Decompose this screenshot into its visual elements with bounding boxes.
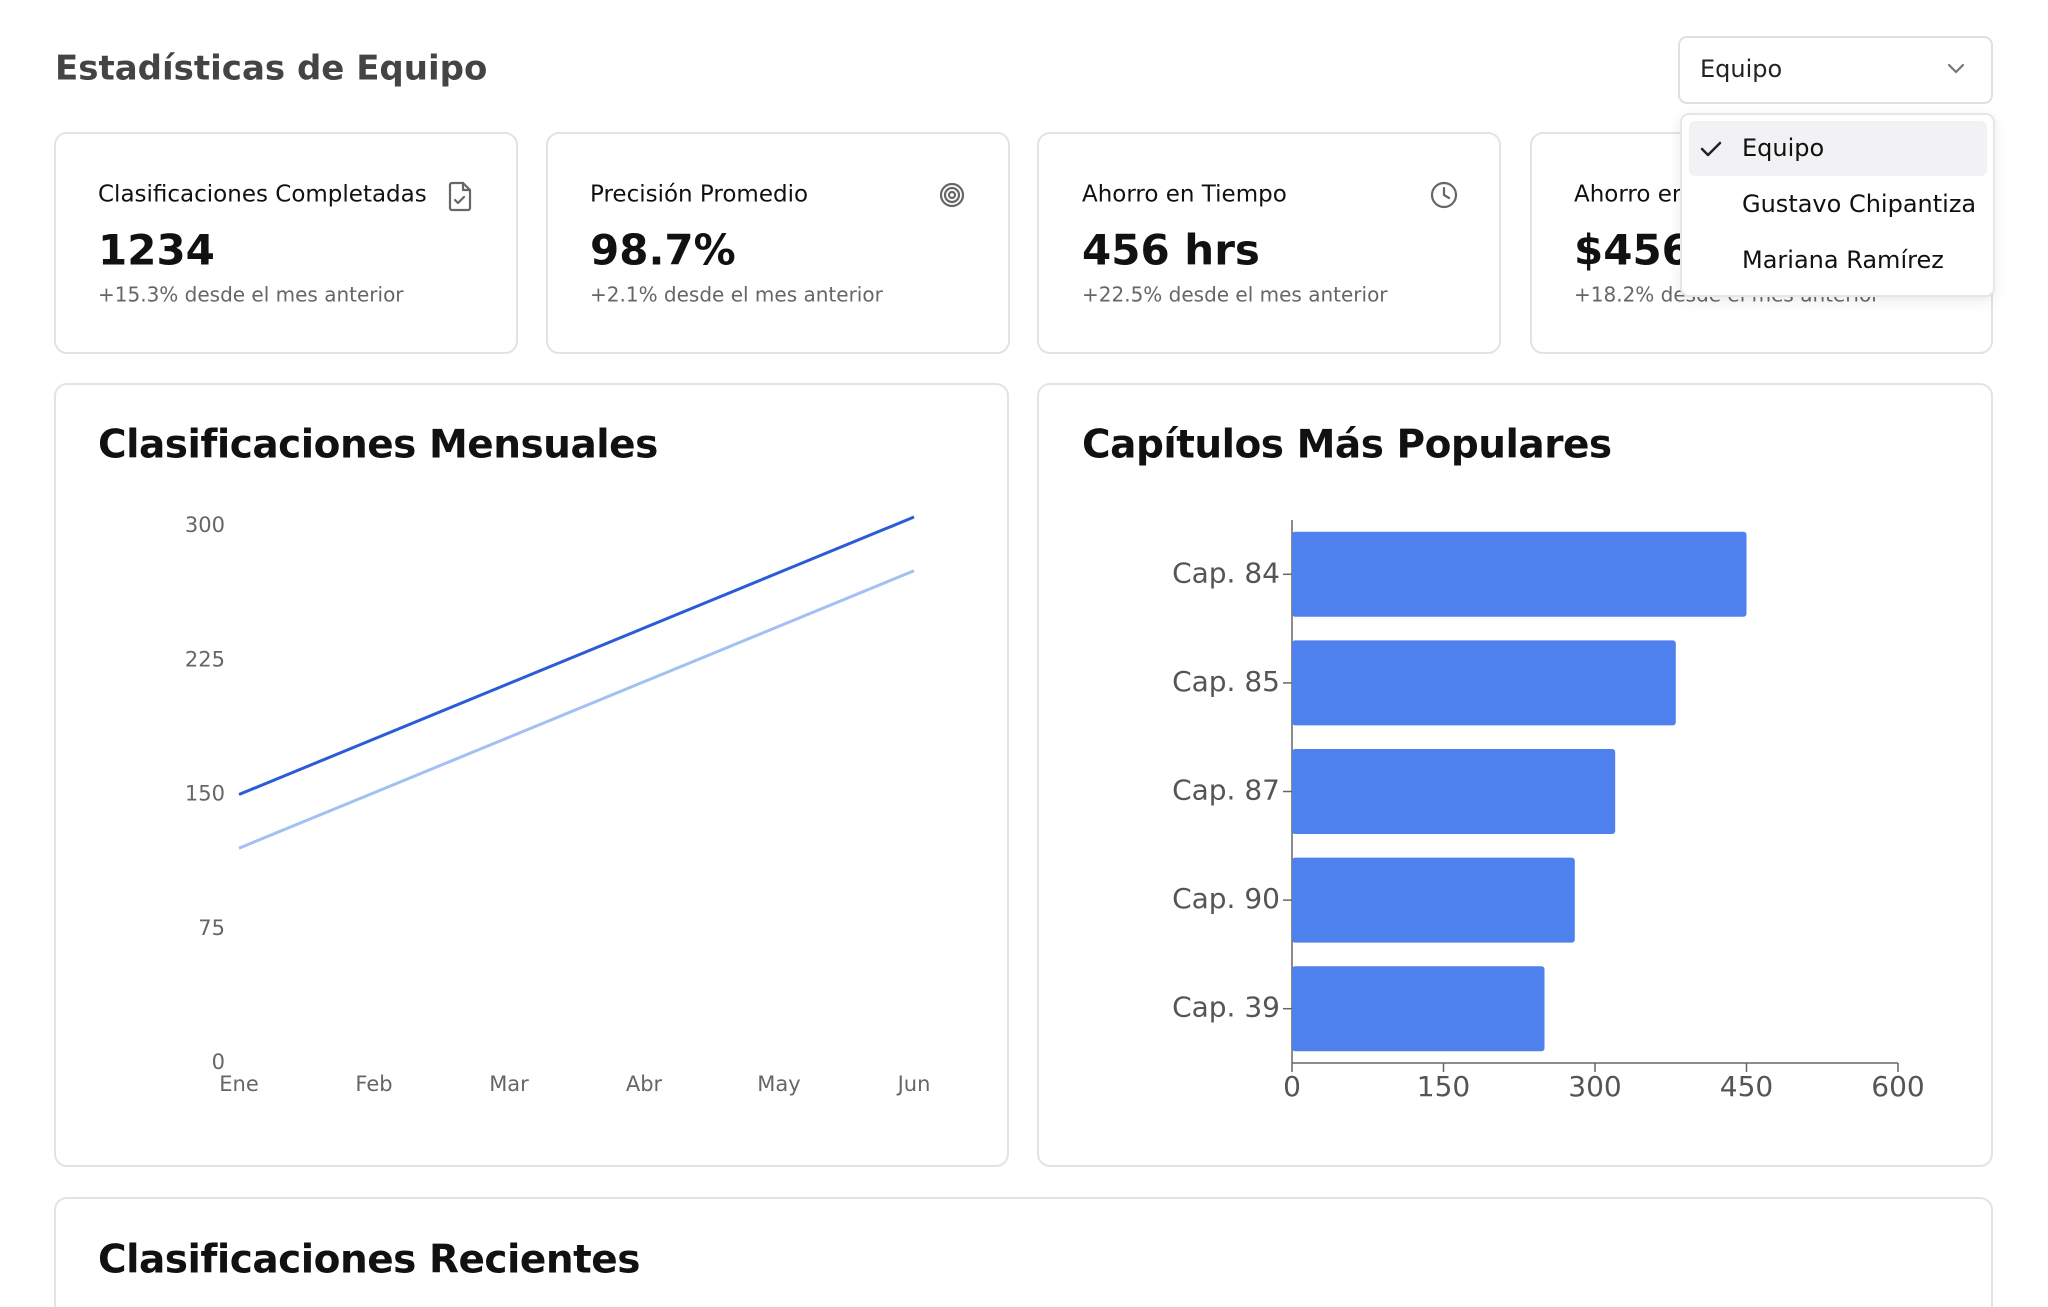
dropdown-button[interactable]	[1678, 36, 1993, 104]
y-tick-label: Cap. 87	[1172, 774, 1280, 807]
dropdown-option[interactable]: Gustavo Chipantiza	[1742, 190, 1976, 218]
stat-change: +22.5% desde el mes anterior	[1082, 283, 1388, 307]
x-tick-label: Jun	[896, 1072, 931, 1096]
clock-icon	[1430, 181, 1458, 209]
stat-label: Ahorro en	[1574, 182, 1687, 208]
y-tick-label: 150	[185, 782, 225, 806]
target-icon	[939, 182, 965, 208]
y-tick-label: Cap. 84	[1172, 556, 1280, 589]
x-tick-label: Mar	[489, 1072, 529, 1096]
y-tick-label: 300	[185, 513, 225, 537]
line-series	[238, 515, 915, 796]
x-tick-label: Ene	[219, 1072, 259, 1096]
stat-card	[1037, 132, 1501, 354]
stat-label: Precisión Promedio	[590, 182, 808, 208]
charts: 0 75 150 225 300 Ene Feb Mar Abr May Jun 0 150 300 450…	[185, 513, 1925, 1103]
y-tick-label: Cap. 85	[1172, 665, 1280, 698]
page-title: Estadísticas de Equipo	[55, 49, 487, 89]
stat-change: +2.1% desde el mes anterior	[590, 283, 884, 307]
option-highlight	[1689, 121, 1987, 176]
x-tick-label: Feb	[355, 1072, 392, 1096]
y-tick-label: Cap. 90	[1172, 882, 1280, 915]
x-tick-label: 0	[1283, 1070, 1301, 1103]
line-series	[238, 569, 915, 850]
file-check-icon	[448, 181, 472, 212]
stat-card	[54, 132, 518, 354]
section-title: Clasificaciones Recientes	[98, 1238, 640, 1283]
y-tick-label: 225	[185, 647, 225, 671]
bar	[1292, 531, 1747, 617]
chart-card	[54, 383, 1009, 1167]
dropdown-option[interactable]: Equipo	[1742, 134, 1824, 162]
bar	[1292, 857, 1575, 943]
x-tick-label: 150	[1417, 1070, 1470, 1103]
y-tick-label: 75	[198, 916, 225, 940]
x-tick-label: May	[757, 1072, 800, 1096]
stat-value: 1234	[98, 226, 215, 275]
stat-label: Clasificaciones Completadas	[98, 182, 427, 208]
stat-value: $456	[1574, 226, 1691, 275]
dropdown-value: Equipo	[1700, 55, 1782, 83]
bar	[1292, 640, 1676, 726]
dropdown-option[interactable]: Mariana Ramírez	[1742, 246, 1944, 274]
bar	[1292, 749, 1616, 834]
x-tick-label: Abr	[626, 1072, 663, 1096]
y-tick-label: Cap. 39	[1172, 991, 1280, 1024]
x-tick-label: 450	[1720, 1070, 1773, 1103]
check-icon	[1700, 141, 1722, 157]
x-tick-label: 300	[1568, 1070, 1621, 1103]
filter-dropdown: Equipo Equipo Gustavo Chipantiza Mariana…	[1678, 36, 1995, 297]
stat-label: Ahorro en Tiempo	[1082, 182, 1287, 208]
chart-title: Clasificaciones Mensuales	[98, 423, 658, 468]
recent-card	[54, 1197, 1993, 1307]
bar	[1292, 966, 1545, 1052]
stat-card	[546, 132, 1010, 354]
x-tick-label: 600	[1871, 1070, 1924, 1103]
chevron-icon	[1947, 63, 1965, 74]
stat-change: +15.3% desde el mes anterior	[98, 283, 404, 307]
stat-value: 456 hrs	[1082, 226, 1260, 275]
y-tick-label: 0	[212, 1050, 225, 1074]
chart-title: Capítulos Más Populares	[1082, 423, 1612, 468]
stat-value: 98.7%	[590, 226, 736, 275]
